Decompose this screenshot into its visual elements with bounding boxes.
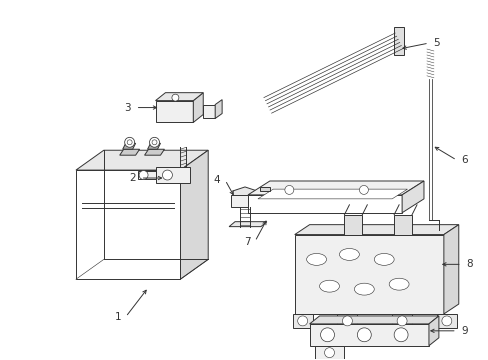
Polygon shape — [436, 314, 456, 328]
Polygon shape — [294, 235, 443, 314]
Polygon shape — [428, 316, 438, 346]
Text: 3: 3 — [124, 103, 131, 113]
Circle shape — [342, 316, 352, 326]
Ellipse shape — [306, 253, 326, 265]
Polygon shape — [391, 314, 411, 328]
Polygon shape — [193, 93, 203, 122]
Circle shape — [172, 94, 179, 101]
Polygon shape — [393, 215, 411, 235]
Polygon shape — [292, 314, 312, 328]
Polygon shape — [443, 225, 458, 314]
Ellipse shape — [339, 248, 359, 260]
Circle shape — [127, 140, 132, 145]
Polygon shape — [137, 171, 155, 179]
Circle shape — [357, 328, 370, 342]
Polygon shape — [120, 149, 139, 155]
Polygon shape — [294, 225, 458, 235]
Polygon shape — [258, 190, 264, 207]
Polygon shape — [203, 105, 215, 118]
Circle shape — [152, 140, 157, 145]
Circle shape — [324, 348, 334, 357]
Polygon shape — [76, 150, 208, 170]
Polygon shape — [147, 143, 160, 149]
Polygon shape — [314, 346, 344, 360]
Polygon shape — [260, 187, 269, 191]
Polygon shape — [401, 181, 423, 213]
Circle shape — [393, 328, 407, 342]
Ellipse shape — [354, 283, 373, 295]
Ellipse shape — [319, 280, 339, 292]
Circle shape — [297, 316, 307, 326]
Ellipse shape — [388, 278, 408, 290]
Polygon shape — [309, 316, 438, 324]
Polygon shape — [231, 195, 258, 207]
Polygon shape — [215, 100, 222, 118]
Polygon shape — [337, 314, 357, 328]
Polygon shape — [180, 150, 208, 279]
Text: 2: 2 — [129, 173, 136, 183]
Polygon shape — [344, 215, 362, 235]
Text: 7: 7 — [243, 237, 250, 247]
Polygon shape — [257, 189, 407, 199]
Polygon shape — [122, 143, 135, 149]
Polygon shape — [228, 222, 266, 227]
Text: 1: 1 — [114, 312, 121, 322]
Circle shape — [359, 185, 367, 194]
Polygon shape — [232, 187, 257, 203]
Ellipse shape — [373, 253, 393, 265]
Circle shape — [149, 137, 159, 147]
Polygon shape — [155, 93, 203, 100]
Circle shape — [139, 171, 148, 180]
Polygon shape — [144, 149, 164, 155]
Circle shape — [162, 170, 172, 180]
Circle shape — [285, 185, 293, 194]
Polygon shape — [155, 100, 193, 122]
Text: 8: 8 — [466, 259, 472, 269]
Circle shape — [320, 328, 334, 342]
Polygon shape — [309, 324, 428, 346]
Text: 6: 6 — [461, 155, 467, 165]
Polygon shape — [155, 167, 190, 183]
Polygon shape — [247, 195, 401, 213]
Polygon shape — [247, 181, 423, 195]
Text: 5: 5 — [433, 38, 439, 48]
Text: 4: 4 — [213, 175, 220, 185]
Polygon shape — [76, 170, 180, 279]
Polygon shape — [393, 27, 403, 55]
Circle shape — [396, 316, 406, 326]
Circle shape — [124, 137, 134, 147]
Text: 9: 9 — [461, 326, 467, 336]
Circle shape — [441, 316, 451, 326]
